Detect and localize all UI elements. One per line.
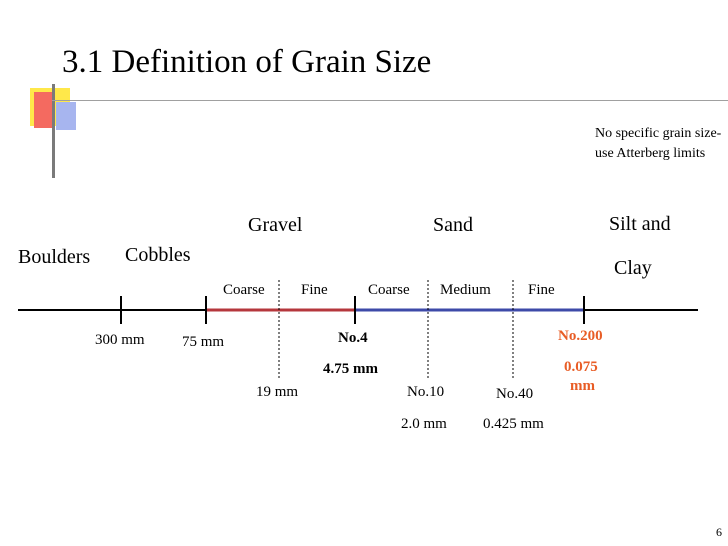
page-number: 6 xyxy=(716,525,722,539)
deco-square-red xyxy=(34,92,54,128)
deco-vertical-rule xyxy=(52,84,55,178)
label-gravel: Gravel xyxy=(248,214,303,236)
label-no4-size: 4.75 mm xyxy=(323,361,378,377)
label-sand-fine: Fine xyxy=(528,282,555,298)
label-sand: Sand xyxy=(433,214,473,236)
label-sand-coarse: Coarse xyxy=(368,282,410,298)
label-no4: No.4 xyxy=(338,330,368,346)
label-sand-medium: Medium xyxy=(440,282,491,298)
label-silt-and: Silt and xyxy=(609,213,671,235)
label-300mm: 300 mm xyxy=(95,332,145,348)
slide-title: 3.1 Definition of Grain Size xyxy=(62,44,432,80)
label-no40: No.40 xyxy=(496,386,534,402)
label-no200-size-unit: mm xyxy=(570,378,595,394)
deco-square-blue xyxy=(56,102,76,130)
label-no10: No.10 xyxy=(407,384,445,400)
label-75mm: 75 mm xyxy=(182,334,225,350)
label-cobbles: Cobbles xyxy=(125,244,191,266)
title-underline xyxy=(52,100,728,101)
label-gravel-fine: Fine xyxy=(301,282,328,298)
label-no200: No.200 xyxy=(558,328,603,344)
label-no10-size: 2.0 mm xyxy=(401,416,447,432)
label-no40-size: 0.425 mm xyxy=(483,416,544,432)
fines-note: No specific grain size-use Atterberg lim… xyxy=(595,126,722,161)
label-no200-size-value: 0.075 xyxy=(564,359,598,375)
label-clay: Clay xyxy=(614,257,652,279)
label-19mm: 19 mm xyxy=(256,384,299,400)
label-boulders: Boulders xyxy=(18,246,91,268)
label-gravel-coarse: Coarse xyxy=(223,282,265,298)
